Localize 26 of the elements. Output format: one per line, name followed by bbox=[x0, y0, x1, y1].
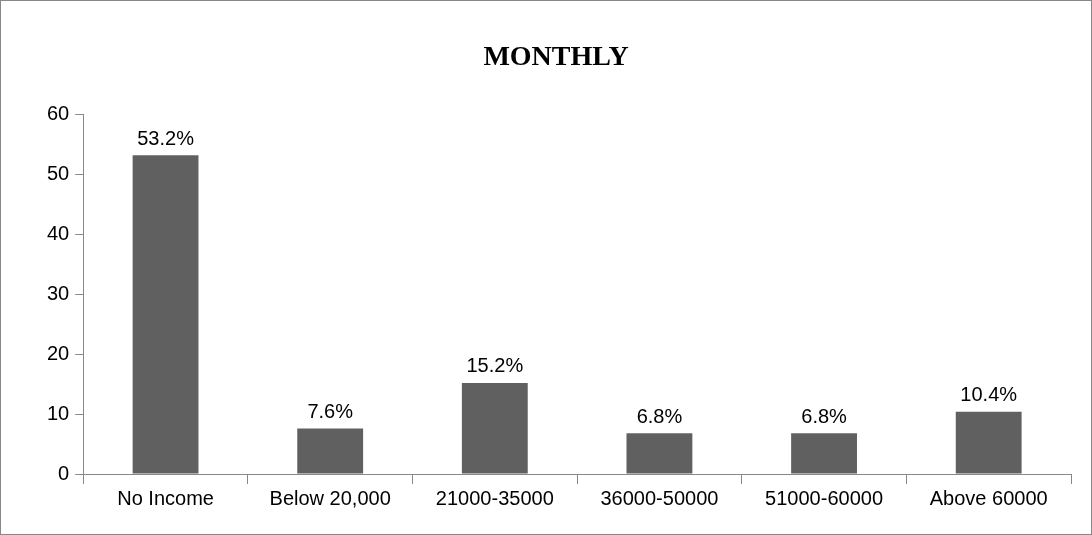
bar bbox=[461, 382, 528, 474]
x-tick-label: Below 20,000 bbox=[269, 486, 391, 509]
y-tick-label: 20 bbox=[47, 341, 70, 364]
x-tick-label: 51000-60000 bbox=[765, 486, 884, 509]
bar bbox=[955, 411, 1022, 474]
chart-title: MONTHLY bbox=[483, 40, 629, 72]
x-tick-label: 21000-35000 bbox=[435, 486, 554, 509]
data-label: 6.8% bbox=[636, 404, 683, 427]
data-label: 10.4% bbox=[960, 383, 1018, 406]
bar bbox=[791, 433, 857, 474]
data-label: 6.8% bbox=[801, 404, 848, 427]
y-tick-label: 0 bbox=[58, 461, 70, 484]
bar bbox=[626, 433, 693, 474]
y-tick-label: 60 bbox=[47, 102, 70, 125]
y-tick-label: 30 bbox=[47, 281, 70, 304]
data-label: 53.2% bbox=[137, 126, 195, 149]
y-tick-label: 40 bbox=[47, 221, 70, 244]
data-label: 7.6% bbox=[307, 399, 354, 422]
x-tick-label: 36000-50000 bbox=[600, 486, 719, 509]
y-tick-label: 50 bbox=[47, 162, 70, 185]
x-tick-label: Above 60000 bbox=[929, 486, 1048, 509]
bar bbox=[132, 155, 199, 474]
x-tick-label: No Income bbox=[117, 486, 214, 509]
bar bbox=[297, 428, 364, 474]
data-label: 15.2% bbox=[466, 354, 524, 377]
y-tick-label: 10 bbox=[47, 401, 70, 424]
